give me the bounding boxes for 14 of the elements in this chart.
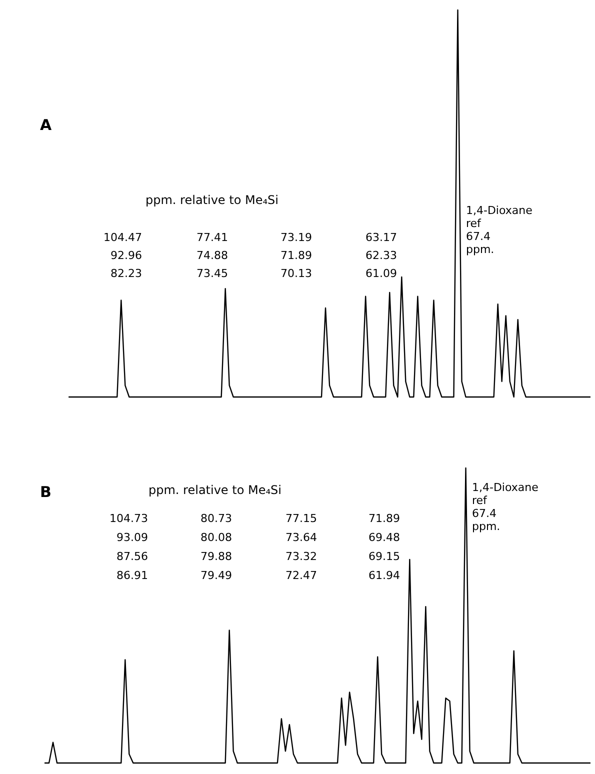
annotation: 77.15 73.64 73.32 72.47 bbox=[286, 512, 317, 582]
annotation: 77.41 74.88 73.45 bbox=[196, 231, 228, 280]
annotation: ppm. relative to Me₄Si bbox=[148, 483, 282, 497]
annotation: 1,4-Dioxane ref 67.4 ppm. bbox=[472, 481, 539, 533]
annotation: 1,4-Dioxane ref 67.4 ppm. bbox=[466, 204, 533, 256]
annotation: 104.47 92.96 82.23 bbox=[104, 231, 142, 280]
annotation: 71.89 69.48 69.15 61.94 bbox=[368, 512, 400, 582]
annotation: ppm. relative to Me₄Si bbox=[146, 193, 278, 207]
text: A bbox=[40, 116, 52, 134]
annotation: 63.17 62.33 61.09 bbox=[366, 231, 397, 280]
annotation: 80.73 80.08 79.88 79.49 bbox=[200, 512, 232, 582]
annotation: 73.19 71.89 70.13 bbox=[280, 231, 312, 280]
text: B bbox=[40, 483, 52, 501]
annotation: 104.73 93.09 87.56 86.91 bbox=[110, 512, 148, 582]
